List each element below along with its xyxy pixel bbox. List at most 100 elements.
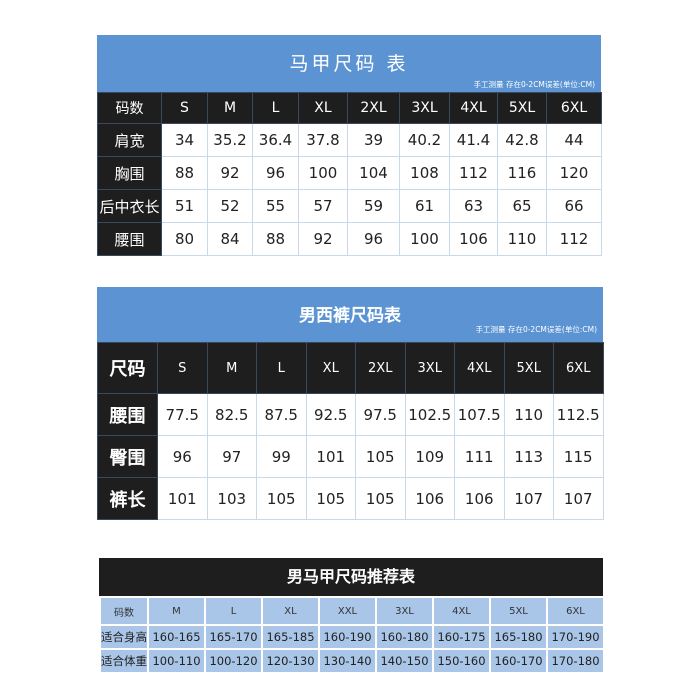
- header-row: 码数 M L XL XXL 3XL 4XL 5XL 6XL: [99, 596, 605, 626]
- table-cell: 59: [347, 189, 400, 223]
- table-cell: 160-170: [489, 648, 548, 674]
- table-cell: 105: [355, 477, 406, 520]
- table-row: 裤长 101 103 105 105 105 106 106 107 107: [97, 477, 604, 520]
- table-cell: 110: [503, 393, 554, 436]
- size-header: 2XL: [347, 92, 400, 124]
- table-cell: 52: [207, 189, 253, 223]
- table-cell: 92: [298, 222, 348, 256]
- table-cell: 39: [347, 123, 400, 157]
- row-label: 肩宽: [97, 123, 162, 157]
- table-cell: 104: [347, 156, 400, 190]
- table-cell: 40.2: [399, 123, 450, 157]
- table-cell: 130-140: [318, 648, 377, 674]
- table-cell: 65: [497, 189, 547, 223]
- table-cell: 105: [256, 477, 307, 520]
- table-cell: 92: [207, 156, 253, 190]
- table-cell: 150-160: [432, 648, 491, 674]
- table-cell: 120: [546, 156, 602, 190]
- size-header: 5XL: [503, 342, 554, 394]
- table-cell: 84: [207, 222, 253, 256]
- table-cell: 160-165: [147, 624, 206, 650]
- table-cell: 105: [355, 435, 406, 478]
- table-cell: 96: [347, 222, 400, 256]
- row-label: 裤长: [97, 477, 158, 520]
- row-label: 后中衣长: [97, 189, 162, 223]
- size-header: 3XL: [375, 596, 434, 626]
- table-cell: 36.4: [252, 123, 299, 157]
- vest-size-chart-title: 马甲尺码 表: [289, 53, 409, 75]
- table-cell: 100-120: [204, 648, 263, 674]
- vest-size-chart: 马甲尺码 表 手工测量 存在0-2CM误差(单位:CM) 码数 S M L XL 2XL 3…: [97, 35, 602, 256]
- table-cell: 57: [298, 189, 348, 223]
- row-label: 臀围: [97, 435, 158, 478]
- table-cell: 107: [553, 477, 604, 520]
- header-label: 码数: [97, 92, 162, 124]
- size-header: XL: [305, 342, 356, 394]
- table-cell: 96: [252, 156, 299, 190]
- table-cell: 165-170: [204, 624, 263, 650]
- header-label: 码数: [99, 596, 149, 626]
- table-cell: 105: [305, 477, 356, 520]
- table-cell: 80: [161, 222, 208, 256]
- size-header: L: [256, 342, 307, 394]
- table-cell: 101: [305, 435, 356, 478]
- table-cell: 97.5: [355, 393, 406, 436]
- measurement-note: 手工测量 存在0-2CM误差(单位:CM): [475, 325, 597, 334]
- table-cell: 106: [454, 477, 505, 520]
- table-cell: 112: [449, 156, 498, 190]
- header-row: 尺码 S M L XL 2XL 3XL 4XL 5XL 6XL: [97, 342, 604, 394]
- row-label: 胸围: [97, 156, 162, 190]
- size-header: L: [204, 596, 263, 626]
- table-cell: 61: [399, 189, 450, 223]
- table-cell: 160-175: [432, 624, 491, 650]
- table-cell: 87.5: [256, 393, 307, 436]
- table-cell: 51: [161, 189, 208, 223]
- table-row: 适合身高 160-165 165-170 165-185 160-190 160-180 1…: [99, 624, 605, 650]
- table-row: 胸围 88 92 96 100 104 108 112 116 120: [97, 156, 602, 190]
- measurement-note: 手工测量 存在0-2CM误差(单位:CM): [473, 80, 595, 89]
- table-cell: 109: [404, 435, 455, 478]
- table-cell: 96: [157, 435, 208, 478]
- table-row: 后中衣长 51 52 55 57 59 61 63 65 66: [97, 189, 602, 223]
- table-cell: 66: [546, 189, 602, 223]
- table-cell: 160-190: [318, 624, 377, 650]
- table-cell: 34: [161, 123, 208, 157]
- table-cell: 100: [298, 156, 348, 190]
- table-cell: 120-130: [261, 648, 320, 674]
- size-header: 3XL: [404, 342, 455, 394]
- size-header: S: [157, 342, 208, 394]
- row-label: 适合体重: [99, 648, 149, 674]
- table-cell: 101: [157, 477, 208, 520]
- table-cell: 112.5: [553, 393, 604, 436]
- table-cell: 88: [161, 156, 208, 190]
- table-row: 适合体重 100-110 100-120 120-130 130-140 140-150 1…: [99, 648, 605, 674]
- table-cell: 140-150: [375, 648, 434, 674]
- size-header: 3XL: [399, 92, 450, 124]
- table-row: 臀围 96 97 99 101 105 109 111 113 115: [97, 435, 604, 478]
- table-cell: 100-110: [147, 648, 206, 674]
- header-row: 码数 S M L XL 2XL 3XL 4XL 5XL 6XL: [97, 92, 602, 124]
- size-header: 5XL: [489, 596, 548, 626]
- trousers-size-chart-banner: 男西裤尺码表 手工测量 存在0-2CM误差(单位:CM): [97, 287, 603, 342]
- table-cell: 108: [399, 156, 450, 190]
- table-cell: 99: [256, 435, 307, 478]
- size-header: 4XL: [454, 342, 505, 394]
- size-header: L: [252, 92, 299, 124]
- trousers-size-chart: 男西裤尺码表 手工测量 存在0-2CM误差(单位:CM) 尺码 S M L XL 2XL 3…: [97, 287, 604, 520]
- table-cell: 116: [497, 156, 547, 190]
- table-cell: 107: [503, 477, 554, 520]
- vest-size-table: 码数 S M L XL 2XL 3XL 4XL 5XL 6XL 肩宽 34 35.2 36.4 37.8 39…: [97, 92, 602, 256]
- row-label: 适合身高: [99, 624, 149, 650]
- table-cell: 42.8: [497, 123, 547, 157]
- table-cell: 160-180: [375, 624, 434, 650]
- table-cell: 63: [449, 189, 498, 223]
- row-label: 腰围: [97, 393, 158, 436]
- vest-recommendation-title: 男马甲尺码推荐表: [99, 558, 603, 596]
- table-cell: 88: [252, 222, 299, 256]
- table-cell: 44: [546, 123, 602, 157]
- vest-size-chart-banner: 马甲尺码 表 手工测量 存在0-2CM误差(单位:CM): [97, 35, 601, 92]
- table-cell: 115: [553, 435, 604, 478]
- table-row: 腰围 77.5 82.5 87.5 92.5 97.5 102.5 107.5 110 112.5: [97, 393, 604, 436]
- table-cell: 102.5: [404, 393, 455, 436]
- vest-recommendation-chart: 男马甲尺码推荐表 码数 M L XL XXL 3XL 4XL 5XL 6XL 适合身高 160-16…: [99, 558, 605, 674]
